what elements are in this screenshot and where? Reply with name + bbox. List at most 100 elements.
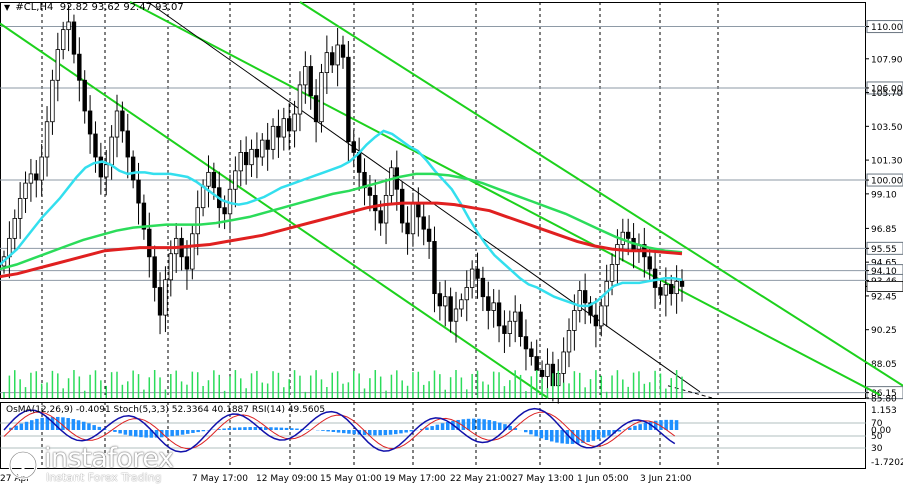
time-axis-label: 3 Jun 21:00 [640,474,692,484]
osma-bar [430,426,434,430]
candle-body [449,297,453,322]
candle-body [94,134,98,157]
candle-body [411,203,415,234]
candle-body [158,287,162,315]
candle-body [573,311,577,331]
osma-bar [295,429,299,430]
candle-body [513,312,517,321]
candle-body [13,218,17,238]
candle-body [314,96,318,122]
osma-bar [550,430,554,441]
price-axis-label: 110.00 [871,23,903,33]
candle-body [239,152,243,170]
candle-body [524,337,528,349]
osma-bar [467,419,471,430]
osma-bar [254,427,258,430]
candle-body [567,330,571,351]
osma-bar [202,430,206,431]
osma-bar [446,422,450,430]
current-price-box [867,281,903,291]
osma-bar [186,430,190,434]
osma-bar [87,423,91,430]
osma-bar [306,429,310,430]
osma-bar [607,430,611,436]
candle-body [492,303,496,311]
osma-bar [274,427,278,430]
osma-bar [82,422,86,430]
osma-bar [181,430,185,435]
osma-bar [170,430,174,436]
candle-body [379,211,383,223]
time-axis-label: 19 May 17:00 [384,474,446,484]
candle-body [341,45,345,57]
candle-body [34,174,38,180]
osma-bar [389,430,393,435]
candle-body [56,50,60,81]
osma-bar [352,430,356,434]
candle-body [309,66,313,95]
candle-body [476,269,480,278]
candle-body [110,137,114,165]
price-axis-label: 100.00 [871,177,903,187]
osma-bar [196,430,200,432]
osma-bar [332,430,336,432]
candle-body [535,357,539,371]
candle-body [104,165,108,177]
candle-body [88,111,92,134]
osma-bar [326,430,330,431]
dropdown-triangle-icon[interactable]: ▼ [4,3,10,12]
osma-bar [321,430,325,431]
candle-body [486,297,490,311]
candle-body [137,180,141,203]
time-axis-label: 1 Jun 05:00 [577,474,629,484]
price-axis-label: 92.45 [871,292,897,302]
osma-bar [644,423,648,430]
osma-bar [238,427,242,430]
candle-body [664,284,668,295]
candle-body [347,57,351,141]
osma-bar [280,428,284,430]
instaforex-logo: instaforex Instant Forex Trading [8,445,173,484]
candle-body [433,241,437,293]
osma-bar [586,430,590,442]
price-axis-label: 107.90 [871,55,903,65]
osma-bar [134,430,138,437]
osma-bar [384,430,388,435]
osma-bar [540,430,544,438]
osma-bar [98,427,102,430]
osma-bar [462,419,466,430]
candle-body [653,269,657,287]
candle-body [599,306,603,326]
osma-bar [342,430,346,433]
candle-body [427,229,431,241]
osma-bar [633,426,637,430]
osma-bar [436,425,440,430]
candle-body [540,370,544,376]
candle-body [196,208,200,234]
osma-bar [373,430,377,435]
candle-body [99,157,103,177]
candle-body [78,54,82,80]
price-axis-label: 95.55 [871,245,897,255]
osma-bar [233,428,237,430]
osma-bar [482,419,486,430]
ema-green-line [0,174,682,269]
logo-name: instaforex [44,445,173,472]
candle-body [675,281,679,293]
price-axis-label: 103.50 [871,123,903,133]
candle-body [481,278,485,296]
osma-bar [441,423,445,430]
candle-body [626,232,630,238]
time-axis-label: 7 May 17:00 [192,474,248,484]
candle-body [583,291,587,303]
time-axis-label: 12 May 09:00 [256,474,318,484]
candle-body [330,53,334,65]
trend-line-dashed [668,386,712,398]
candle-body [131,157,135,180]
osma-bar [20,424,24,430]
candle-body [562,352,566,373]
osma-bar [118,430,122,433]
candle-body [443,297,447,306]
candle-body [61,30,65,50]
osma-bar [72,419,76,430]
